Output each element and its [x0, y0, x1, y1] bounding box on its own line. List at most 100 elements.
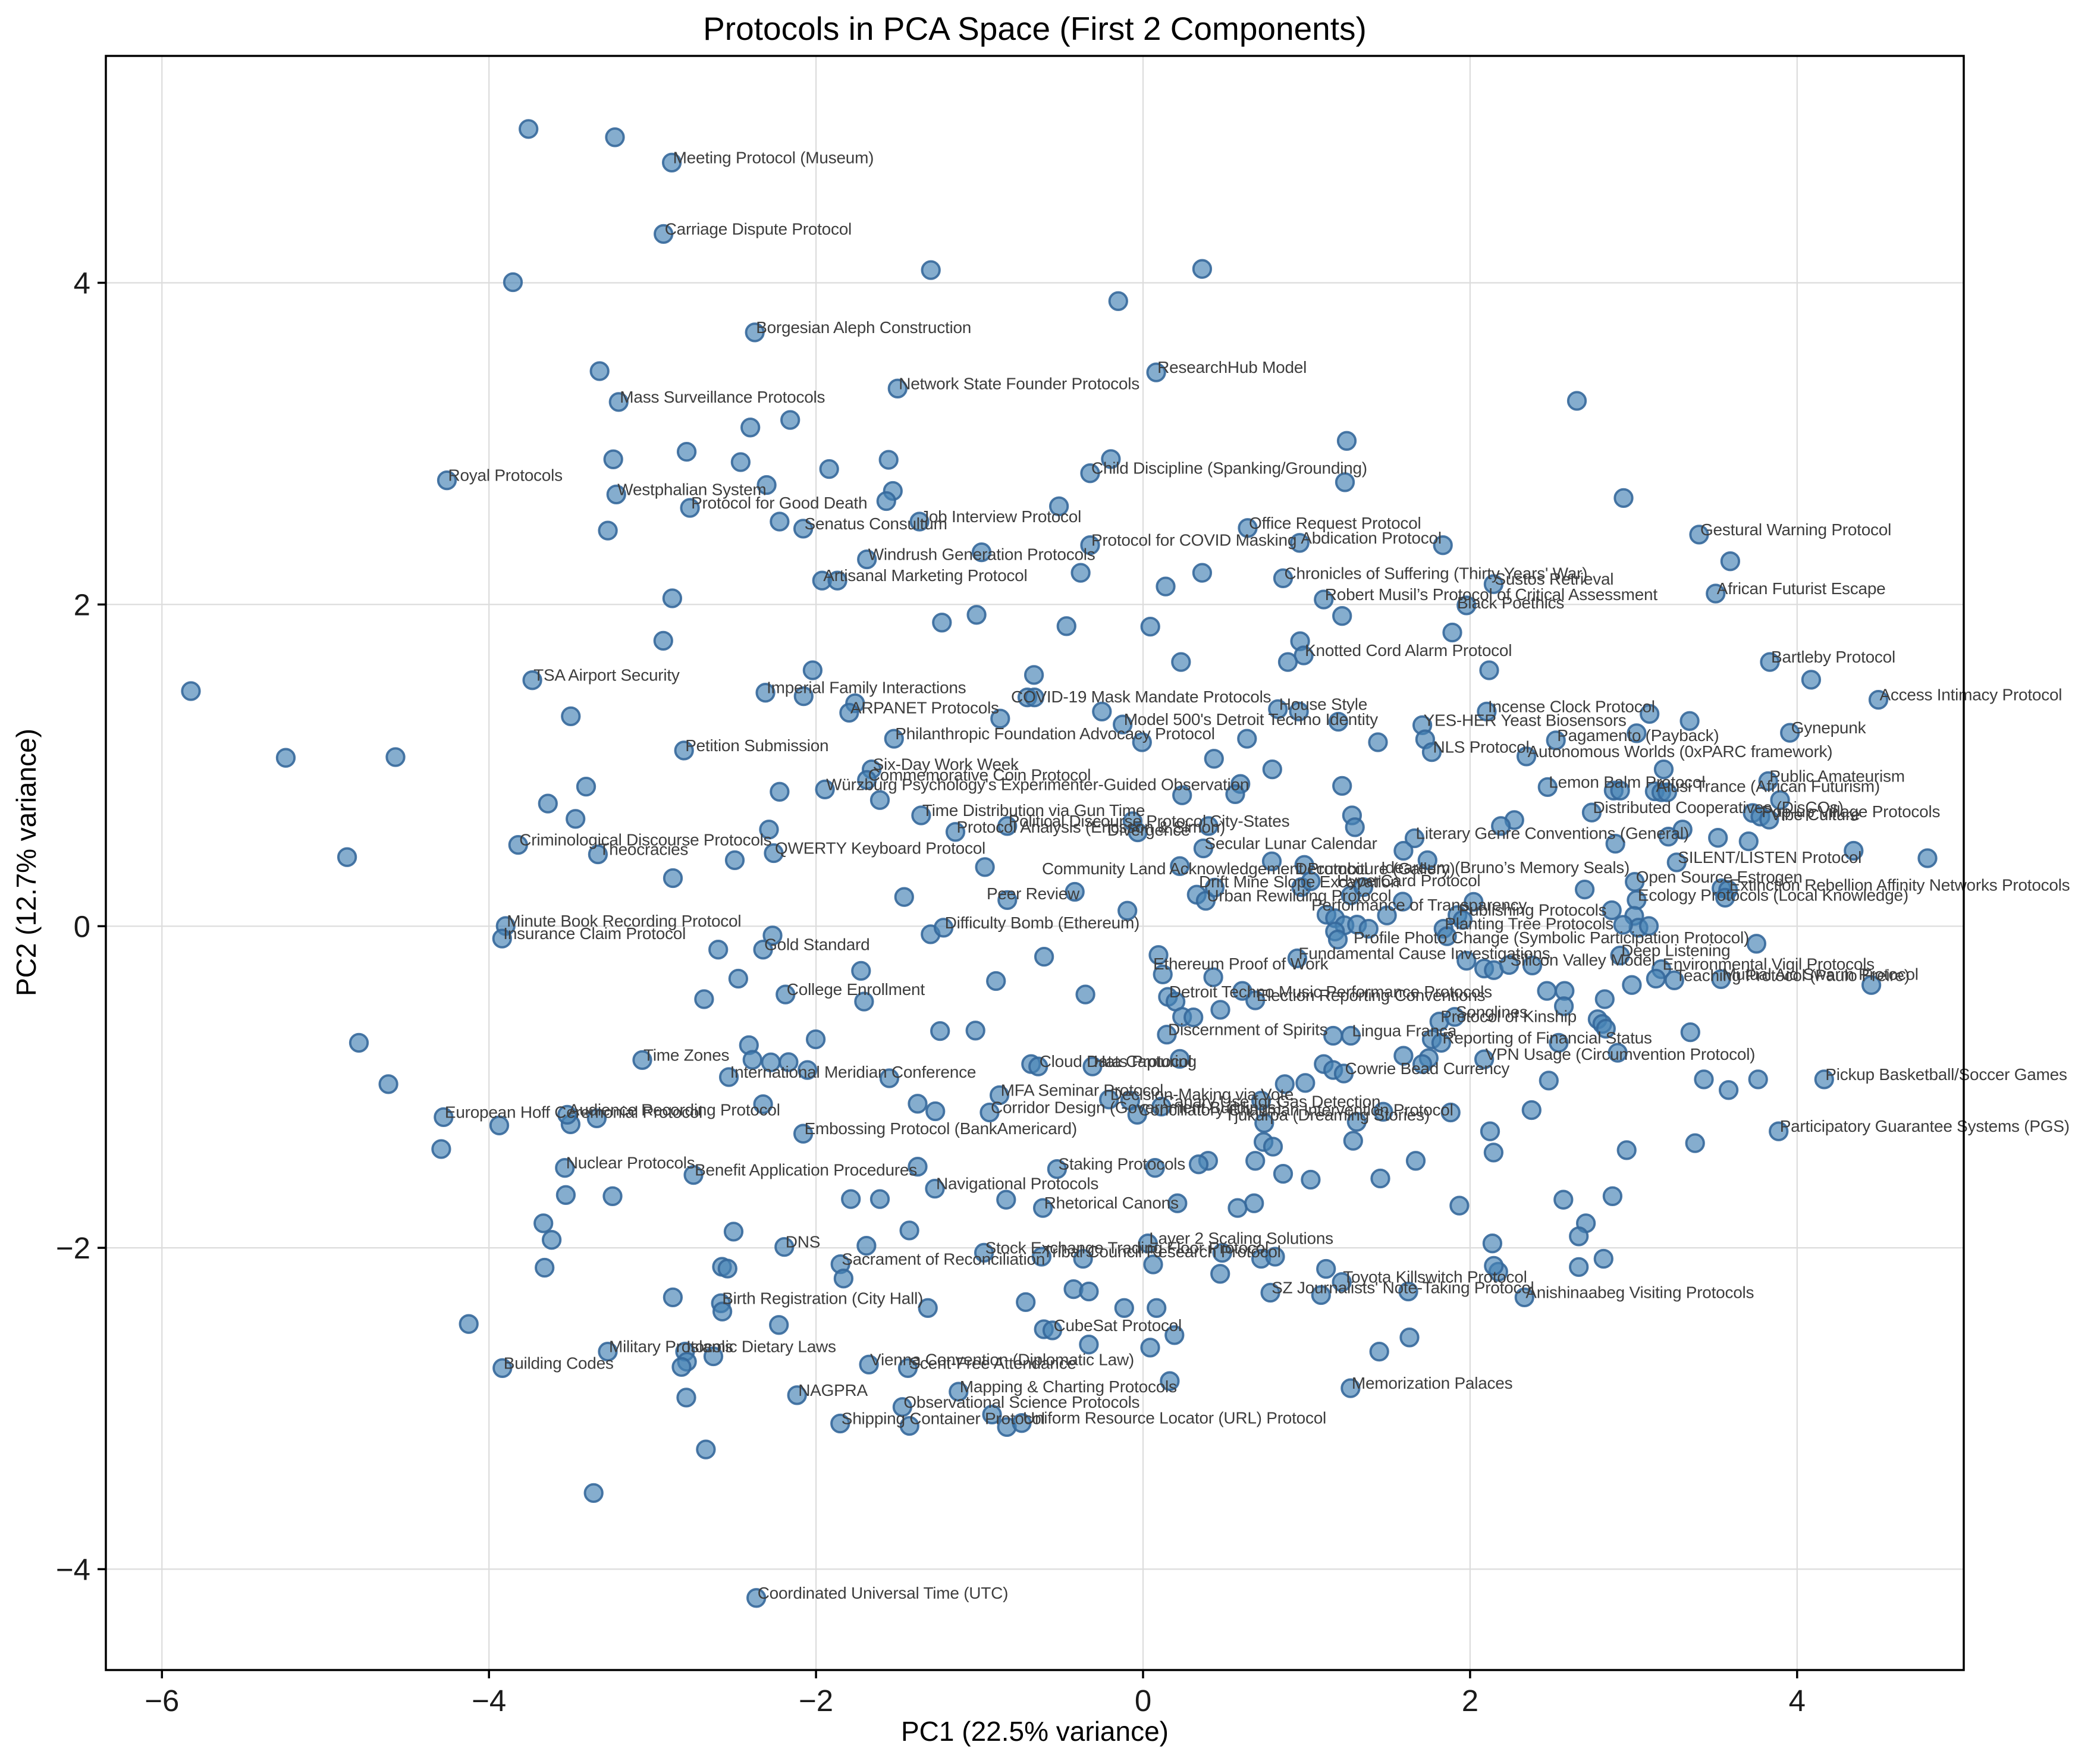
svg-text:−4: −4	[56, 1552, 90, 1586]
svg-text:Political Discourse Protocol: Political Discourse Protocol	[1009, 812, 1206, 830]
svg-text:Sustos Retrieval: Sustos Retrieval	[1495, 570, 1613, 588]
svg-text:SILENT/LISTEN Protocol: SILENT/LISTEN Protocol	[1678, 848, 1861, 867]
svg-text:Open Source Estrogen: Open Source Estrogen	[1636, 868, 1803, 886]
svg-text:Alusi Trance (African Futurism: Alusi Trance (African Futurism)	[1656, 777, 1880, 796]
svg-text:Publishing Protocols: Publishing Protocols	[1459, 901, 1607, 919]
svg-text:HyperCard Protocol: HyperCard Protocol	[1337, 871, 1480, 890]
svg-text:2: 2	[1462, 1684, 1478, 1718]
svg-text:Hats Protocol: Hats Protocol	[1094, 1052, 1192, 1071]
svg-text:Protocol Analysis (Ericsson &: Protocol Analysis (Ericsson & Simon)	[957, 818, 1226, 836]
svg-text:Black Poethics: Black Poethics	[1457, 594, 1564, 612]
svg-text:Building Codes: Building Codes	[504, 1354, 614, 1372]
svg-text:Child Discipline (Spanking/Gro: Child Discipline (Spanking/Grounding)	[1091, 459, 1367, 478]
svg-text:Minute Book Recording Protocol: Minute Book Recording Protocol	[507, 912, 741, 930]
svg-text:Distributed Cooperatives (DisC: Distributed Cooperatives (DisCOs)	[1593, 798, 1844, 817]
svg-text:Six-Day Work Week: Six-Day Work Week	[873, 755, 1019, 774]
svg-text:−2: −2	[799, 1684, 833, 1718]
svg-text:Decumbiture (Gallery): Decumbiture (Gallery)	[1295, 859, 1455, 878]
svg-text:Theocracies: Theocracies	[599, 840, 688, 859]
svg-text:Difficulty Bomb (Ethereum): Difficulty Bomb (Ethereum)	[945, 914, 1140, 932]
svg-text:Observational Science Protocol: Observational Science Protocols	[903, 1393, 1139, 1411]
svg-text:ResearchHub Model: ResearchHub Model	[1157, 358, 1307, 376]
svg-text:Autonomous Worlds (0xPARC fram: Autonomous Worlds (0xPARC framework)	[1528, 742, 1833, 761]
svg-text:Incense Clock Protocol: Incense Clock Protocol	[1488, 697, 1655, 715]
svg-text:Imperial Family Interactions: Imperial Family Interactions	[767, 679, 966, 697]
svg-text:Memorization Palaces: Memorization Palaces	[1352, 1374, 1512, 1392]
svg-text:NLS Protocol: NLS Protocol	[1433, 738, 1530, 757]
svg-text:QWERTY Keyboard Protocol: QWERTY Keyboard Protocol	[775, 839, 985, 858]
svg-text:Drift Mine Slope Excavation: Drift Mine Slope Excavation	[1199, 872, 1399, 891]
svg-text:Criminological Discourse Proto: Criminological Discourse Protocols	[519, 831, 771, 849]
svg-text:Tjukurpa (Dreaming Stories): Tjukurpa (Dreaming Stories)	[1225, 1106, 1430, 1124]
svg-text:Chronicles of Suffering (Thirt: Chronicles of Suffering (Thirty Years' W…	[1285, 564, 1588, 582]
svg-text:Lemon Balm Protocol: Lemon Balm Protocol	[1549, 773, 1705, 791]
svg-text:Shipping Container Protocol: Shipping Container Protocol	[842, 1410, 1045, 1428]
svg-text:European Hoff Ceremonial Proto: European Hoff Ceremonial Protocol	[445, 1103, 702, 1121]
svg-text:Tribal Council Research Protoc: Tribal Council Research Protocol	[1043, 1242, 1280, 1261]
svg-text:Coordinated Universal Time (UT: Coordinated Universal Time (UTC)	[758, 1584, 1008, 1602]
svg-text:Würzburg Psychology's Experime: Würzburg Psychology's Experimenter-Guide…	[826, 775, 1249, 793]
svg-text:Staking Protocols: Staking Protocols	[1058, 1155, 1185, 1173]
svg-text:African Futurist Escape: African Futurist Escape	[1717, 579, 1886, 598]
svg-text:Carriage Dispute Protocol: Carriage Dispute Protocol	[665, 219, 852, 238]
svg-text:2: 2	[74, 588, 90, 622]
svg-text:Protocol for COVID Masking: Protocol for COVID Masking	[1091, 531, 1296, 550]
svg-text:Conciliatory Chairman Interven: Conciliatory Chairman Intervention Proto…	[1138, 1100, 1453, 1119]
svg-text:Vibe Culture: Vibe Culture	[1770, 805, 1860, 824]
svg-text:Time Zones: Time Zones	[643, 1046, 729, 1064]
svg-text:Anishinaabeg Visiting Protocol: Anishinaabeg Visiting Protocols	[1525, 1283, 1754, 1301]
svg-text:NAGPRA: NAGPRA	[798, 1381, 868, 1399]
svg-text:Fundamental Cause Investigatio: Fundamental Cause Investigations	[1298, 944, 1550, 962]
svg-text:Layer 2 Scaling Solutions: Layer 2 Scaling Solutions	[1149, 1229, 1333, 1248]
svg-text:Abdication Protocol: Abdication Protocol	[1301, 529, 1442, 547]
svg-text:Access Intimacy Protocol: Access Intimacy Protocol	[1880, 686, 2062, 704]
svg-text:Islamic Dietary Laws: Islamic Dietary Laws	[686, 1338, 836, 1356]
svg-text:City-States: City-States	[1210, 812, 1289, 830]
svg-text:Performance of Transparency: Performance of Transparency	[1311, 896, 1527, 914]
svg-text:House Style: House Style	[1279, 695, 1367, 713]
svg-text:Canary Use for Gas Detection: Canary Use for Gas Detection	[1163, 1093, 1381, 1111]
svg-text:PC1 (22.5% variance): PC1 (22.5% variance)	[901, 1716, 1169, 1747]
svg-text:Borgesian Aleph Construction: Borgesian Aleph Construction	[756, 318, 971, 337]
svg-text:College Enrollment: College Enrollment	[787, 980, 925, 999]
svg-text:Vienna Convention (Diplomatic: Vienna Convention (Diplomatic Law)	[870, 1350, 1134, 1368]
svg-text:Peer Review: Peer Review	[987, 884, 1080, 903]
svg-text:SZ Journalists' Note-Taking Pr: SZ Journalists' Note-Taking Protocol	[1272, 1279, 1534, 1297]
svg-text:Deep Listening: Deep Listening	[1621, 941, 1730, 960]
svg-text:Gold Standard: Gold Standard	[764, 936, 869, 954]
svg-text:Silicon Valley Model: Silicon Valley Model	[1511, 951, 1656, 969]
svg-text:Time Distribution via Gun Time: Time Distribution via Gun Time	[922, 801, 1145, 820]
svg-text:Westphalian System: Westphalian System	[617, 480, 766, 498]
svg-text:−2: −2	[56, 1231, 90, 1265]
svg-text:Profile Photo Change (Symbolic: Profile Photo Change (Symbolic Participa…	[1354, 928, 1749, 947]
svg-text:Divergence: Divergence	[1107, 821, 1190, 839]
svg-text:Extinction Rebellion Affinity: Extinction Rebellion Affinity Networks P…	[1729, 875, 2070, 894]
svg-text:Job Interview Protocol: Job Interview Protocol	[921, 507, 1081, 526]
svg-text:Birth Registration (City Hall): Birth Registration (City Hall)	[722, 1289, 923, 1307]
svg-text:0: 0	[1135, 1684, 1151, 1718]
svg-text:Reporting of Financial Status: Reporting of Financial Status	[1442, 1028, 1652, 1047]
svg-text:COVID-19 Mask Mandate Protocol: COVID-19 Mask Mandate Protocols	[1011, 688, 1271, 706]
svg-text:Sacrament of Reconciliation: Sacrament of Reconciliation	[842, 1250, 1045, 1269]
svg-text:Pagamento (Payback): Pagamento (Payback)	[1557, 726, 1719, 745]
svg-text:CubeSat Protocol: CubeSat Protocol	[1054, 1316, 1182, 1335]
svg-text:Network State Founder Protocol: Network State Founder Protocols	[899, 374, 1139, 393]
svg-text:PC2 (12.7% variance): PC2 (12.7% variance)	[11, 729, 42, 996]
svg-text:Commemorative Coin Protocol: Commemorative Coin Protocol	[868, 765, 1091, 784]
svg-text:Literary Genre Conventions (Ge: Literary Genre Conventions (General)	[1416, 824, 1689, 843]
svg-text:Office Request Protocol: Office Request Protocol	[1249, 514, 1421, 532]
svg-text:TSA Airport Security: TSA Airport Security	[533, 666, 680, 685]
svg-text:Songlines: Songlines	[1456, 1003, 1528, 1021]
svg-text:International Meridian Confere: International Meridian Conference	[730, 1063, 977, 1081]
svg-text:Planting Tree Protocols: Planting Tree Protocols	[1445, 915, 1613, 933]
svg-text:Urban Rewilding Protocol: Urban Rewilding Protocol	[1207, 887, 1391, 905]
svg-text:VPN Usage (Circumvention Proto: VPN Usage (Circumvention Protocol)	[1486, 1045, 1756, 1063]
svg-text:Petition Submission: Petition Submission	[685, 736, 828, 755]
svg-text:Nuclear Protocols: Nuclear Protocols	[566, 1154, 695, 1172]
svg-text:Cloud Data Capturing: Cloud Data Capturing	[1040, 1052, 1197, 1071]
svg-text:Environmental Vigil Protocols: Environmental Vigil Protocols	[1663, 955, 1875, 974]
svg-text:Discernment of Spirits: Discernment of Spirits	[1168, 1021, 1327, 1039]
svg-text:Participatory Guarantee System: Participatory Guarantee Systems (PGS)	[1780, 1117, 2070, 1135]
svg-text:Gynepunk: Gynepunk	[1791, 718, 1867, 737]
svg-text:Audience Recording Protocol: Audience Recording Protocol	[569, 1100, 780, 1119]
